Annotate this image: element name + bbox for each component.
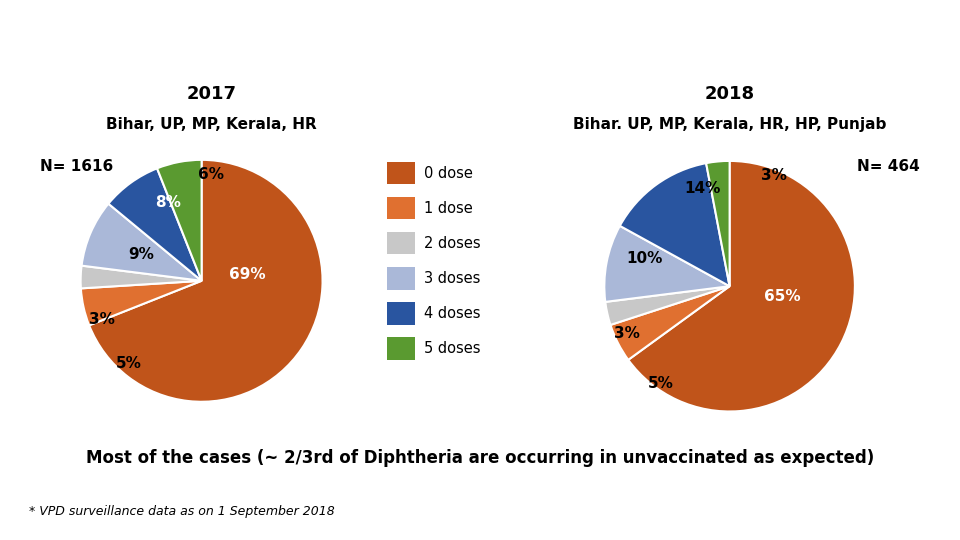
Wedge shape [707, 161, 730, 286]
Bar [387, 232, 415, 254]
Wedge shape [108, 168, 202, 281]
Wedge shape [606, 286, 730, 325]
Text: N= 464: N= 464 [856, 159, 920, 173]
Text: 69%: 69% [229, 267, 266, 282]
Wedge shape [628, 161, 854, 411]
Text: 4 doses: 4 doses [424, 306, 480, 321]
Text: 5%: 5% [116, 355, 142, 370]
Wedge shape [81, 266, 202, 288]
Text: 3%: 3% [760, 168, 786, 184]
Bar [387, 197, 415, 219]
Text: Most of the cases (~ 2/3rd of Diphtheria are occurring in unvaccinated as expect: Most of the cases (~ 2/3rd of Diphtheria… [85, 449, 875, 467]
Text: 14%: 14% [684, 181, 720, 196]
Text: 5 doses: 5 doses [424, 341, 480, 356]
Wedge shape [611, 286, 730, 360]
Text: 65%: 65% [764, 289, 801, 303]
Text: 3%: 3% [89, 312, 115, 327]
Text: N= 1616: N= 1616 [40, 159, 113, 173]
Text: 3 doses: 3 doses [424, 271, 480, 286]
Text: 2017: 2017 [186, 85, 236, 103]
Wedge shape [81, 281, 202, 325]
Text: Bihar. UP, MP, Kerala, HR, HP, Punjab: Bihar. UP, MP, Kerala, HR, HP, Punjab [573, 117, 886, 132]
Wedge shape [82, 204, 202, 281]
Text: 1 dose: 1 dose [424, 200, 472, 215]
Bar [387, 337, 415, 360]
Text: Bihar, UP, MP, Kerala, HR: Bihar, UP, MP, Kerala, HR [106, 117, 317, 132]
Wedge shape [620, 163, 730, 286]
Text: 2018: 2018 [705, 85, 755, 103]
Text: 0 dose: 0 dose [424, 166, 473, 180]
Text: * VPD surveillance data as on 1 September 2018: * VPD surveillance data as on 1 Septembe… [29, 505, 334, 518]
Text: 6%: 6% [199, 167, 225, 182]
Text: 5%: 5% [648, 376, 674, 392]
Text: 9%: 9% [129, 247, 154, 262]
Bar [387, 302, 415, 325]
Bar [387, 267, 415, 289]
Text: 10%: 10% [626, 251, 662, 266]
Text: 2 doses: 2 doses [424, 235, 481, 251]
Wedge shape [605, 226, 730, 302]
Wedge shape [89, 160, 323, 402]
Text: 3%: 3% [614, 326, 639, 341]
Bar [387, 162, 415, 184]
Text: Vaccination status of Diphtheria cases: Vaccination status of Diphtheria cases [118, 17, 842, 50]
Wedge shape [157, 160, 202, 281]
Text: 8%: 8% [155, 195, 180, 210]
